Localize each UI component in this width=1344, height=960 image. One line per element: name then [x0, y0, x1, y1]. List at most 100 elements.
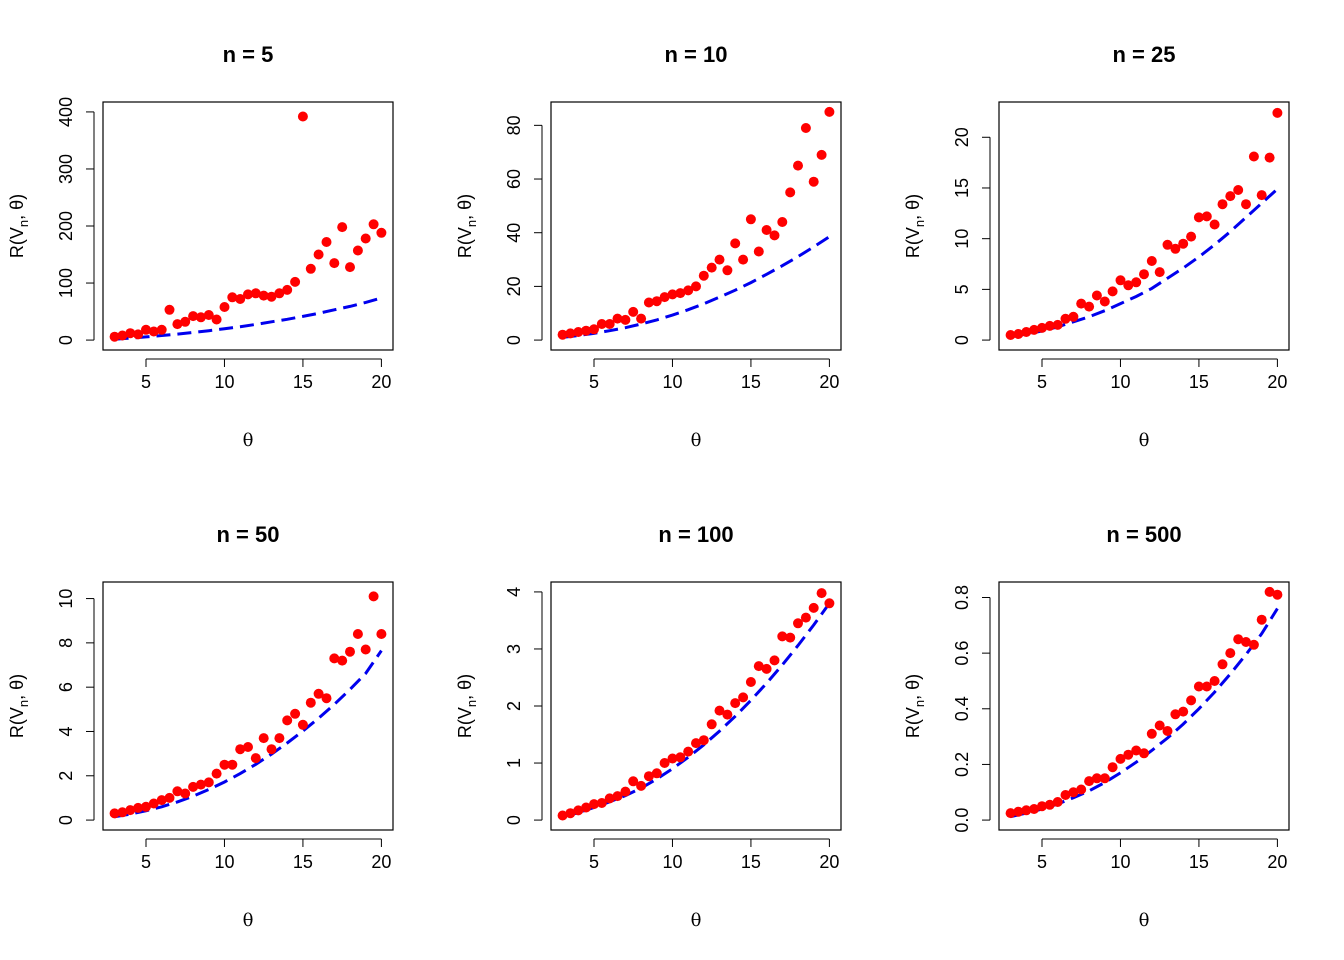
x-tick-label: 20 — [819, 852, 839, 872]
data-point — [706, 719, 717, 730]
panel-title: n = 50 — [217, 522, 280, 547]
data-point — [148, 326, 159, 337]
data-point — [1248, 151, 1259, 162]
data-point — [337, 222, 348, 233]
y-axis-label: R(Vn, θ) — [455, 674, 479, 738]
data-point — [1241, 637, 1251, 647]
plot-frame — [102, 101, 394, 351]
y-label-subscript: n — [16, 220, 31, 227]
data-point — [761, 225, 772, 235]
y-tick-label: 0.0 — [952, 808, 972, 833]
data-point — [109, 808, 120, 819]
panel-n-10: n = 10 5 10 15 20 0 20 40 60 80 θ R(Vn, θ) — [455, 42, 842, 451]
data-point — [604, 793, 615, 804]
y-tick-label: 0 — [56, 335, 76, 345]
x-tick-label: 15 — [1189, 852, 1209, 872]
data-point — [581, 802, 592, 813]
x-tick-label: 15 — [741, 852, 761, 872]
data-point — [219, 759, 230, 770]
data-point — [360, 644, 371, 655]
plot-frame — [102, 581, 394, 831]
data-point — [313, 688, 324, 699]
y-tick-label: 3 — [504, 644, 524, 654]
x-tick-label: 10 — [214, 372, 234, 392]
data-point — [172, 786, 183, 797]
y-tick-label: 0 — [504, 335, 524, 345]
data-point — [1154, 267, 1165, 278]
data-point — [573, 805, 584, 816]
data-point — [1115, 275, 1126, 286]
data-point — [636, 313, 647, 324]
data-point — [628, 306, 639, 317]
plot-frame — [998, 101, 1290, 351]
data-point — [235, 744, 246, 755]
data-point — [117, 807, 128, 818]
data-point — [1162, 239, 1173, 250]
data-point — [1029, 324, 1040, 335]
data-point — [824, 598, 835, 609]
data-point — [589, 799, 599, 810]
data-point — [753, 246, 764, 257]
x-tick-label: 10 — [1110, 372, 1130, 392]
data-point — [620, 314, 631, 325]
y-label-tail: , θ) — [903, 674, 923, 700]
data-point — [1272, 107, 1283, 118]
y-tick-label: 40 — [504, 223, 524, 243]
data-point — [808, 176, 819, 187]
data-point — [329, 258, 340, 269]
data-point — [675, 288, 686, 299]
x-tick-label: 10 — [1110, 852, 1130, 872]
y-label-main: R(V — [455, 707, 475, 738]
data-point — [125, 328, 136, 339]
y-tick-label: 2 — [56, 771, 76, 781]
data-point — [691, 738, 701, 749]
data-point — [203, 777, 214, 788]
data-point — [188, 311, 199, 322]
data-point — [1154, 720, 1165, 731]
data-point — [651, 296, 662, 307]
panel-title: n = 500 — [1106, 522, 1181, 547]
data-point — [722, 265, 733, 276]
y-tick-label: 4 — [504, 587, 524, 597]
data-point — [1225, 648, 1236, 659]
y-tick-label: 0 — [952, 335, 972, 345]
data-point — [211, 314, 222, 325]
data-point — [1084, 776, 1095, 787]
data-point — [188, 781, 199, 792]
data-point — [250, 753, 261, 764]
panel-n-100: n = 100 5 10 15 20 0 1 2 3 4 θ R(Vn, θ) — [455, 522, 842, 931]
data-point — [1013, 806, 1024, 817]
data-point — [643, 297, 654, 308]
data-point — [667, 753, 678, 764]
y-tick-label: 0 — [504, 815, 524, 825]
data-point — [1186, 231, 1197, 242]
data-point — [706, 262, 717, 273]
y-tick-label: 0.8 — [952, 585, 972, 610]
data-point — [141, 801, 151, 812]
y-label-main: R(V — [7, 227, 27, 258]
data-point — [557, 329, 568, 340]
data-point — [1264, 152, 1275, 163]
data-point — [1037, 801, 1047, 812]
data-point — [1068, 311, 1079, 322]
panel-title: n = 10 — [665, 42, 728, 67]
data-point — [1131, 277, 1142, 288]
y-tick-label: 20 — [952, 127, 972, 147]
data-point — [824, 106, 835, 117]
data-point — [376, 227, 387, 238]
data-point — [1217, 199, 1228, 210]
data-point — [612, 791, 623, 802]
data-point — [722, 709, 733, 720]
panel-n-25: n = 25 5 10 15 20 0 5 10 15 20 θ R(Vn, θ) — [903, 42, 1290, 451]
y-axis-label: R(Vn, θ) — [903, 674, 927, 738]
data-point — [1217, 659, 1228, 670]
y-label-main: R(V — [903, 227, 923, 258]
panel-n-50: n = 50 5 10 15 20 0 2 4 6 8 10 θ R(Vn, θ) — [7, 522, 394, 931]
data-point — [1272, 589, 1283, 600]
theoretical-curve — [114, 296, 382, 341]
data-point — [352, 245, 363, 256]
x-tick-label: 15 — [1189, 372, 1209, 392]
data-point — [604, 319, 615, 329]
panel-title: n = 5 — [223, 42, 274, 67]
